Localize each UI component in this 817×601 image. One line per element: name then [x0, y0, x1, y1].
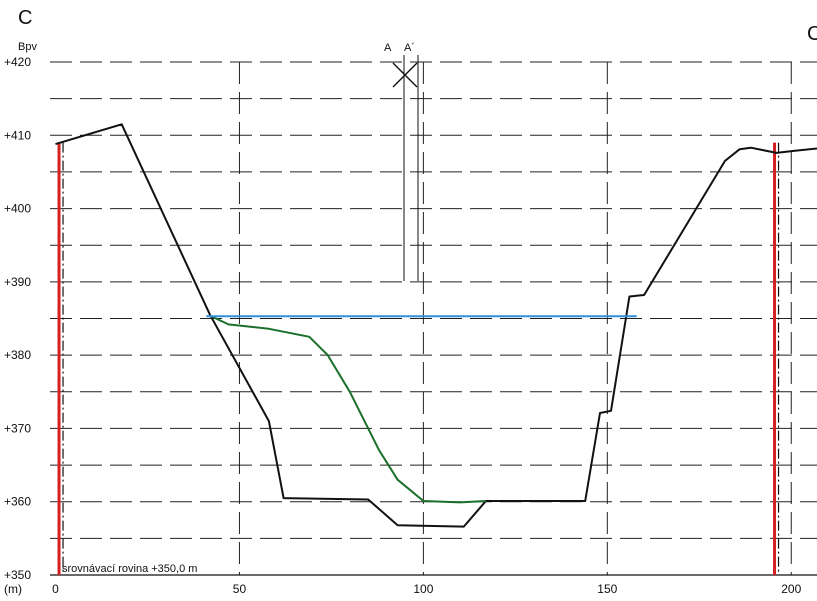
y-tick-label: +420 — [4, 55, 31, 69]
section-cut-marker: A A´ — [384, 42, 419, 281]
y-axis-title: Bpv — [18, 41, 37, 53]
section-label-left: C — [18, 7, 32, 29]
y-tick-label: +360 — [4, 495, 31, 509]
grid-lines — [50, 61, 817, 576]
x-tick-label: 100 — [413, 582, 433, 596]
x-tick-label: 150 — [597, 582, 617, 596]
y-tick-label: +390 — [4, 275, 31, 289]
y-tick-label: +400 — [4, 202, 31, 216]
profile-line — [55, 123, 817, 528]
profile-series — [55, 123, 817, 528]
vertical-markers — [57, 142, 780, 575]
marker-label-a: A — [384, 42, 392, 54]
reference-plane-note: srovnávací rovina +350,0 m — [62, 563, 197, 575]
y-tick-label: +410 — [4, 128, 31, 142]
y-tick-label: +350 — [4, 568, 31, 582]
x-tick-labels: 0 50 100 150 200 — [52, 582, 801, 596]
x-tick-label: 50 — [233, 582, 247, 596]
y-tick-labels: +420 +410 +400 +390 +380 +370 +360 +350 — [4, 55, 31, 582]
x-tick-label: 200 — [781, 582, 801, 596]
y-tick-label: +370 — [4, 421, 31, 435]
section-label-right: C — [807, 23, 817, 45]
y-tick-label: +380 — [4, 348, 31, 362]
profile-line — [209, 314, 486, 504]
x-axis-title: (m) — [4, 582, 22, 596]
marker-label-a-prime: A´ — [404, 42, 415, 54]
x-tick-label: 0 — [52, 582, 59, 596]
